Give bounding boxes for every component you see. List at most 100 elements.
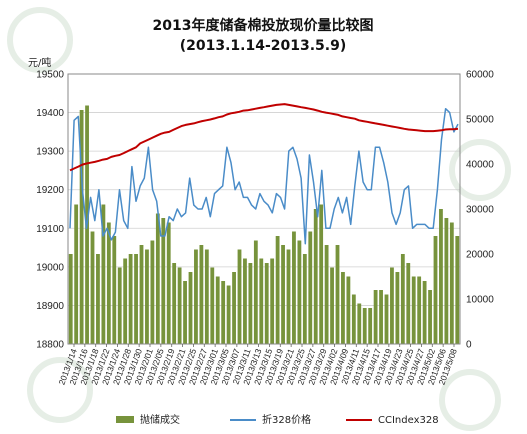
bar-mark <box>390 267 394 344</box>
bar-mark <box>384 294 389 344</box>
bar-mark <box>433 236 438 344</box>
bar-mark <box>210 267 215 344</box>
bar-mark <box>248 263 253 344</box>
bar-mark <box>74 204 79 344</box>
bar-mark <box>428 290 432 344</box>
legend-swatch-bar <box>116 416 134 423</box>
y-right-tick-label: 40000 <box>466 160 494 171</box>
bar-mark <box>395 272 400 344</box>
x-axis: 2013/1/142013/1/162013/1/182013/1/222013… <box>57 344 459 386</box>
bar-mark <box>139 245 144 344</box>
bar-mark <box>351 294 356 344</box>
legend-label-bar: 抛储成交 <box>140 413 180 426</box>
bar-mark <box>259 258 264 344</box>
bar-mark <box>264 263 269 344</box>
bar-mark <box>422 281 427 344</box>
bar-mark <box>319 204 324 344</box>
bar-mark <box>243 258 247 344</box>
bar-mark <box>166 222 171 344</box>
bar-mark <box>106 222 111 344</box>
bar-mark <box>324 245 329 344</box>
bar-mark <box>373 290 378 344</box>
chart-subtitle: (2013.1.14-2013.5.9) <box>180 38 347 54</box>
bar-mark <box>215 276 220 344</box>
bar-mark <box>379 290 383 344</box>
bar-mark <box>172 263 177 344</box>
bar-mark <box>335 245 340 344</box>
bar-mark <box>297 240 302 344</box>
y-right-tick-label: 10000 <box>466 295 494 306</box>
bar-mark <box>253 240 258 344</box>
bar-mark <box>204 249 209 344</box>
bar-mark <box>275 236 280 344</box>
bar-mark <box>155 213 160 344</box>
y-left-tick-label: 18900 <box>36 301 64 312</box>
bar-mark <box>79 110 84 344</box>
bar-mark <box>346 276 351 344</box>
bar-mark <box>411 276 416 344</box>
bar-mark <box>90 231 95 344</box>
legend-item-index: CCIndex328 <box>346 415 439 426</box>
bar-series-抛储成交 <box>68 105 460 344</box>
bar-mark <box>270 258 275 344</box>
bar-mark <box>117 267 122 344</box>
legend-item-bar: 抛储成交 <box>116 413 180 426</box>
y-left-tick-label: 18800 <box>36 340 64 351</box>
y-right-tick-label: 30000 <box>466 205 494 216</box>
bar-mark <box>292 231 296 344</box>
legend-item-price: 折328价格 <box>230 413 311 426</box>
legend-label-index: CCIndex328 <box>378 415 439 426</box>
y-right-tick-label: 50000 <box>466 115 494 126</box>
line-series-price <box>69 107 459 245</box>
bar-mark <box>330 267 334 344</box>
bar-mark <box>150 240 155 344</box>
y-right-tick-label: 20000 <box>466 250 494 261</box>
bar-mark <box>134 254 138 344</box>
bar-mark <box>96 254 100 344</box>
bar-mark <box>128 254 133 344</box>
y-left-unit: 元/吨 <box>28 56 51 69</box>
bar-mark <box>417 276 422 344</box>
bar-mark <box>362 308 367 344</box>
bar-mark <box>302 254 307 344</box>
bar-mark <box>226 285 231 344</box>
bar-mark <box>145 249 149 344</box>
bar-mark <box>281 245 285 344</box>
bar-mark <box>237 249 242 344</box>
bar-mark <box>232 272 236 344</box>
bar-mark <box>194 249 198 344</box>
line-series-group <box>69 103 459 245</box>
bar-mark <box>221 281 226 344</box>
legend-label-price: 折328价格 <box>262 413 311 426</box>
line-series-ccindex <box>69 103 459 172</box>
y-axis-left: 18800 18900 19000 19100 19200 19300 19400 19500 <box>36 70 64 351</box>
y-left-tick-label: 19500 <box>36 70 64 81</box>
bar-mark <box>313 209 318 344</box>
y-right-tick-label: 60000 <box>466 70 494 81</box>
bar-mark <box>400 254 405 344</box>
bar-mark <box>68 254 73 344</box>
bar-mark <box>439 209 443 344</box>
bar-mark <box>406 263 411 344</box>
watermark <box>7 7 511 431</box>
y-left-tick-label: 19100 <box>36 224 64 235</box>
bar-mark <box>286 249 291 344</box>
bar-mark <box>341 272 345 344</box>
y-left-tick-label: 19200 <box>36 185 64 196</box>
bar-mark <box>112 236 117 344</box>
y-axis-right: 0 10000 20000 30000 40000 50000 60000 <box>466 70 494 351</box>
bar-mark <box>199 245 204 344</box>
chart-title: 2013年度储备棉投放现价量比较图 <box>153 17 374 34</box>
bar-mark <box>177 267 182 344</box>
bar-mark <box>449 222 454 344</box>
bar-mark <box>101 204 106 344</box>
bar-mark <box>455 236 460 344</box>
legend: 抛储成交 折328价格 CCIndex328 <box>116 413 439 426</box>
y-right-tick-label: 0 <box>466 340 472 351</box>
bar-mark <box>444 218 449 344</box>
y-left-tick-label: 19300 <box>36 147 64 158</box>
bar-mark <box>368 308 373 344</box>
bar-mark <box>308 231 313 344</box>
bar-mark <box>188 272 193 344</box>
